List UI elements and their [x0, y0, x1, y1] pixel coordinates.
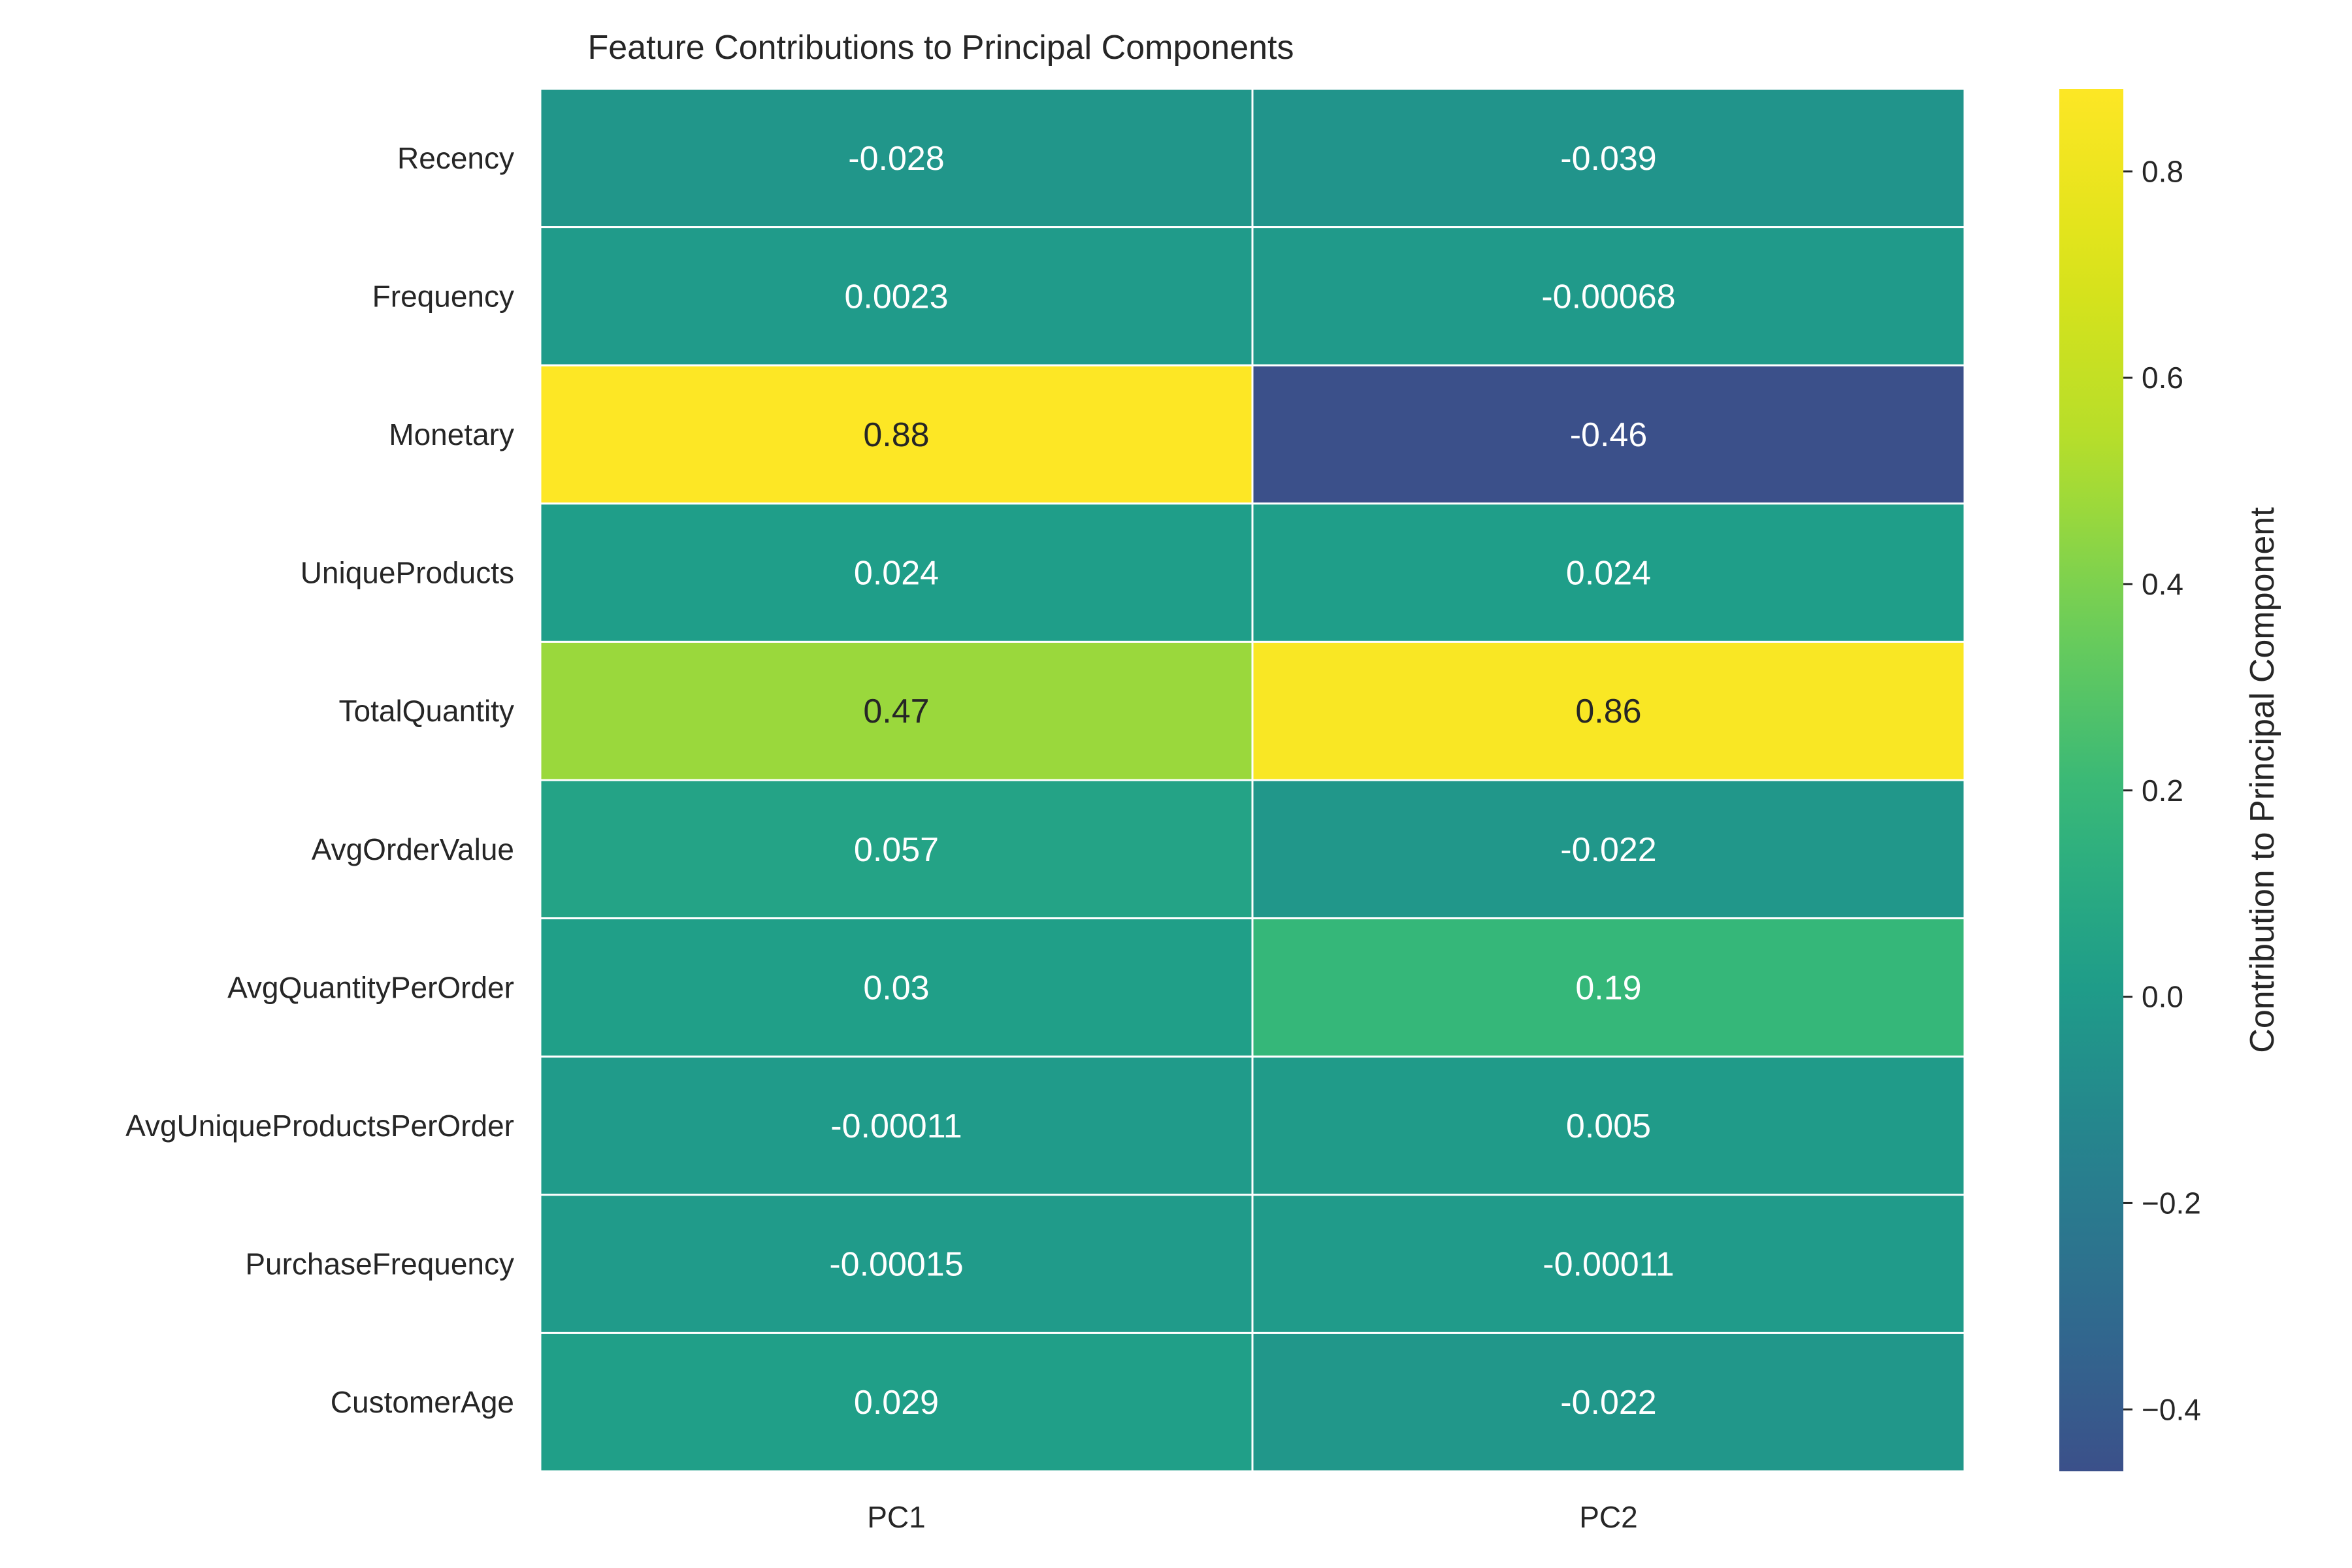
cell-value-label: 0.029 — [854, 1384, 939, 1422]
row-tick-label: TotalQuantity — [339, 694, 514, 728]
colorbar-tick-label: −0.2 — [2142, 1186, 2201, 1220]
cell-value-label: -0.00011 — [1543, 1246, 1674, 1284]
column-labels: PC1 PC2 — [867, 1500, 1637, 1534]
cell-value-label: 0.19 — [1575, 969, 1641, 1007]
column-tick-label: PC2 — [1579, 1500, 1637, 1534]
cell-value-label: -0.00015 — [829, 1246, 963, 1284]
colorbar: −0.4 −0.2 0.0 0.2 0.4 0.6 0.8 — [2059, 89, 2201, 1471]
cell-value-label: -0.039 — [1560, 140, 1656, 178]
heatmap-cell — [1251, 364, 1966, 505]
heatmap-cell — [539, 917, 1254, 1058]
heatmap-cell — [1251, 1194, 1966, 1334]
heatmap-cell — [1251, 502, 1966, 643]
colorbar-tick-label: 0.0 — [2142, 980, 2183, 1014]
column-tick-label: PC1 — [867, 1500, 925, 1534]
heatmap-cell — [539, 1055, 1254, 1196]
row-tick-label: PurchaseFrequency — [245, 1247, 514, 1281]
cell-value-label: 0.0023 — [844, 278, 948, 316]
cell-value-label: 0.47 — [863, 693, 929, 730]
cell-value-label: -0.46 — [1570, 416, 1648, 454]
colorbar-gradient — [2059, 89, 2123, 1471]
heatmap-cell — [539, 364, 1254, 505]
row-tick-label: AvgUniqueProductsPerOrder — [125, 1109, 514, 1143]
colorbar-label: Contribution to Principal Component — [2244, 507, 2281, 1053]
heatmap-cells: -0.028 -0.039 0.0023 -0.00068 0.88 -0.46 0.024… — [539, 88, 1966, 1473]
cell-value-label: 0.024 — [1566, 555, 1651, 593]
heatmap-cell — [1251, 1331, 1966, 1473]
colorbar-tick-label: 0.2 — [2142, 774, 2183, 808]
cell-value-label: -0.00011 — [830, 1107, 962, 1145]
row-tick-label: AvgOrderValue — [312, 832, 514, 866]
row-tick-label: CustomerAge — [331, 1385, 514, 1419]
heatmap-cell — [1251, 640, 1966, 781]
heatmap-cell — [1251, 1055, 1966, 1196]
row-tick-label: AvgQuantityPerOrder — [227, 970, 514, 1004]
cell-value-label: -0.00068 — [1541, 278, 1675, 316]
row-tick-label: UniqueProducts — [301, 556, 514, 590]
cell-value-label: 0.024 — [854, 555, 939, 593]
cell-value-label: -0.022 — [1560, 831, 1656, 869]
row-labels: Recency Frequency Monetary UniqueProducts To… — [125, 141, 514, 1419]
heatmap-cell — [539, 1194, 1254, 1334]
cell-value-label: -0.028 — [848, 140, 944, 178]
colorbar-tick-label: −0.4 — [2142, 1392, 2201, 1426]
row-tick-label: Monetary — [389, 417, 514, 451]
colorbar-tick-label: 0.8 — [2142, 154, 2183, 188]
row-tick-label: Recency — [397, 141, 514, 175]
cell-value-label: 0.057 — [854, 831, 939, 869]
heatmap-cell — [539, 226, 1254, 367]
colorbar-tick-label: 0.6 — [2142, 361, 2183, 395]
heatmap-cell — [539, 1331, 1254, 1473]
cell-value-label: 0.86 — [1575, 693, 1641, 730]
heatmap-cell — [1251, 779, 1966, 920]
cell-value-label: -0.022 — [1560, 1384, 1656, 1422]
chart-title: Feature Contributions to Principal Compo… — [587, 29, 1294, 67]
cell-value-label: 0.03 — [863, 969, 929, 1007]
heatmap-cell — [1251, 917, 1966, 1058]
cell-value-label: 0.88 — [863, 416, 929, 454]
heatmap-cell — [1251, 226, 1966, 367]
heatmap-cell — [539, 88, 1254, 229]
colorbar-tick-label: 0.4 — [2142, 567, 2183, 601]
cell-value-label: 0.005 — [1566, 1107, 1651, 1145]
heatmap-cell — [1251, 88, 1966, 229]
row-tick-label: Frequency — [372, 279, 514, 313]
